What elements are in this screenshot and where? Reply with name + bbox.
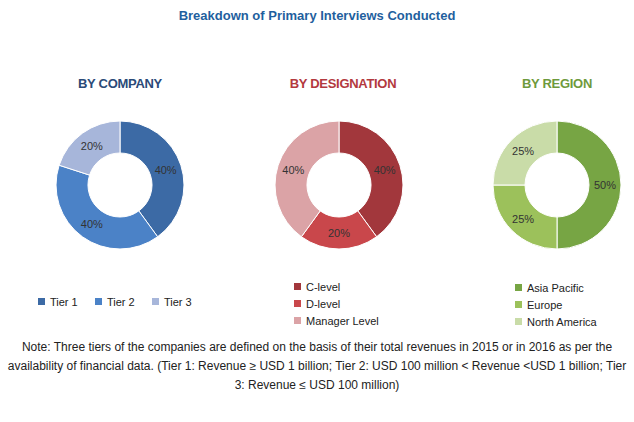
donut-slice (493, 185, 557, 249)
legend-swatch (152, 298, 159, 305)
data-label: 20% (81, 140, 103, 152)
donut-slice (557, 121, 621, 249)
donut-slice (56, 165, 158, 249)
legend-label: North America (527, 316, 598, 328)
legend-swatch (294, 317, 301, 324)
legend-swatch (515, 318, 522, 325)
legend-swatch (294, 300, 301, 307)
legend-label: D-level (306, 298, 340, 310)
donut-slice (59, 121, 120, 175)
donut-slice (493, 121, 557, 185)
legend-label: C-level (306, 281, 340, 293)
data-label: 20% (328, 227, 350, 239)
data-label: 40% (155, 164, 177, 176)
chart-subtitle: BY COMPANY (78, 76, 163, 91)
note: Note: Three tiers of the companies are d… (6, 338, 628, 395)
legend-swatch (38, 298, 45, 305)
data-label: 25% (512, 213, 534, 225)
chart-subtitle: BY REGION (522, 76, 592, 91)
legend-label: Tier 2 (107, 296, 135, 308)
data-label: 25% (512, 145, 534, 157)
donut-chart: BY DESIGNATION 40% 20% 40% C-level D-level Man… (275, 76, 403, 327)
donut-chart: BY REGION 50% 25% 25% Asia Pacific Europe Nort… (493, 76, 621, 328)
legend-label: Asia Pacific (527, 282, 584, 294)
legend-label: Tier 3 (164, 296, 192, 308)
chart-subtitle: BY DESIGNATION (290, 76, 397, 91)
legend-swatch (515, 301, 522, 308)
data-label: 40% (81, 218, 103, 230)
donut-slice (275, 121, 339, 237)
data-label: 50% (594, 179, 616, 191)
legend-swatch (515, 284, 522, 291)
legend-swatch (95, 298, 102, 305)
legend-label: Manager Level (306, 315, 379, 327)
data-label: 40% (282, 164, 304, 176)
legend-label: Tier 1 (50, 296, 78, 308)
legend-swatch (294, 283, 301, 290)
legend-label: Europe (527, 299, 562, 311)
main-title: Breakdown of Primary Interviews Conducte… (179, 8, 456, 23)
chart-canvas: Breakdown of Primary Interviews Conducte… (0, 0, 634, 338)
data-label: 40% (374, 164, 396, 176)
donut-chart: BY COMPANY 40% 40% 20% Tier 1 Tier 2 Tier 3 (38, 76, 192, 308)
